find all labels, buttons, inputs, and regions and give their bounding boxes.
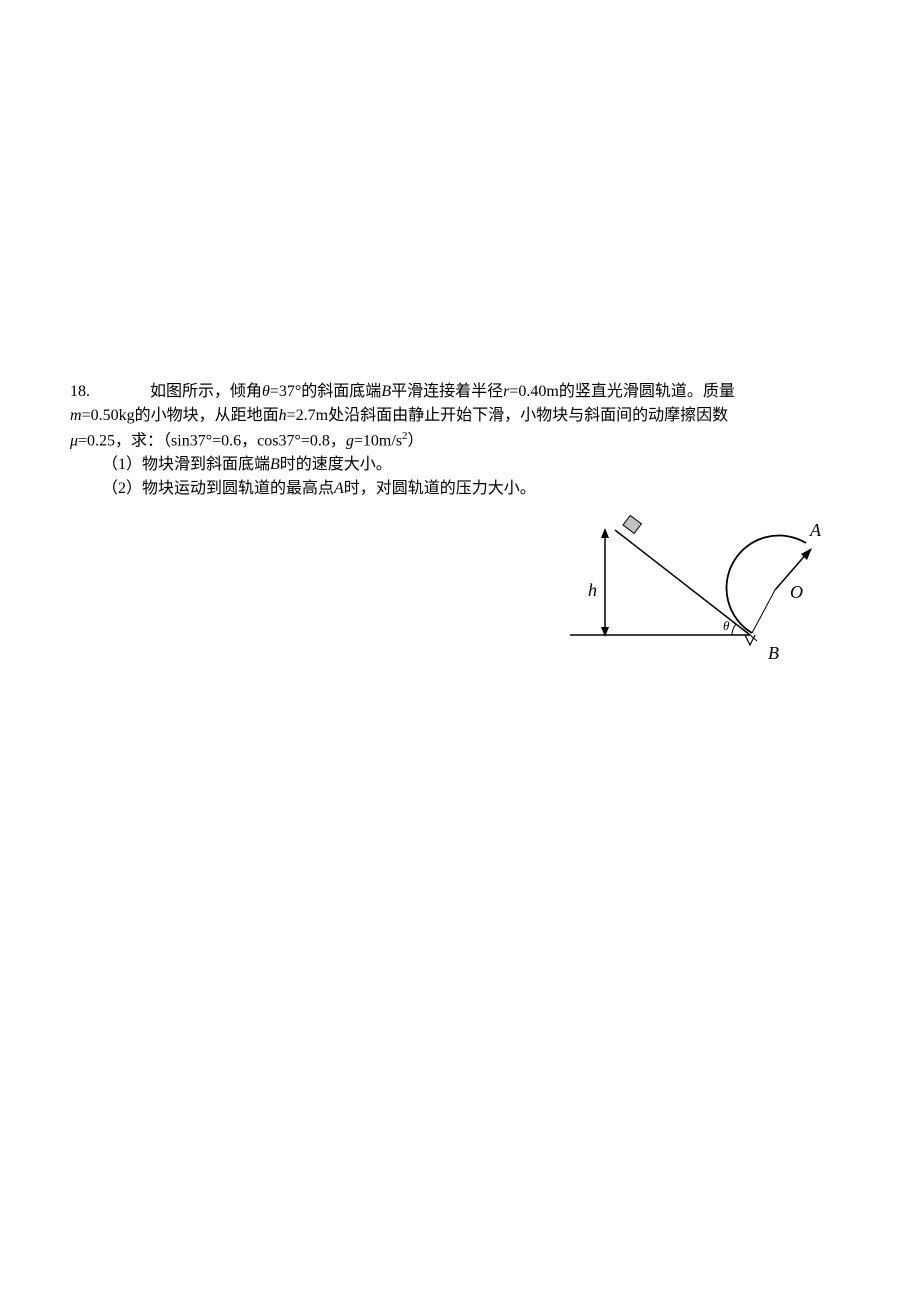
label-theta: θ bbox=[723, 618, 729, 634]
b-marker bbox=[745, 635, 755, 645]
question-2: （2）物块运动到圆轨道的最高点A时，对圆轨道的压力大小。 bbox=[102, 477, 860, 501]
text: ） bbox=[408, 432, 424, 449]
B-symbol: B bbox=[381, 383, 391, 400]
label-h: h bbox=[588, 580, 597, 601]
g-symbol: g bbox=[346, 432, 354, 449]
problem-number: 18. bbox=[70, 380, 150, 404]
text: 时，对圆轨道的压力大小。 bbox=[344, 480, 536, 497]
text: 平滑连接着半径 bbox=[391, 383, 503, 400]
text: =10m/s bbox=[354, 432, 402, 449]
text: =2.7m处沿斜面由静止开始下滑，小物块与斜面间的动摩擦因数 bbox=[287, 407, 728, 424]
block-group bbox=[623, 515, 641, 533]
block bbox=[623, 515, 641, 533]
text: 时的速度大小。 bbox=[280, 456, 392, 473]
mu-symbol: μ bbox=[70, 432, 78, 449]
label-B: B bbox=[768, 643, 779, 664]
height-arrow-top bbox=[601, 528, 609, 538]
incline-line bbox=[615, 530, 750, 635]
problem-line-3: μ=0.25，求：（sin37°=0.6，cos37°=0.8，g=10m/s2… bbox=[70, 428, 860, 453]
problem-container: 18.如图所示，倾角θ=37°的斜面底端B平滑连接着半径r=0.40m的竖直光滑… bbox=[70, 380, 860, 501]
h-symbol: h bbox=[279, 407, 287, 424]
theta-symbol: θ bbox=[262, 383, 270, 400]
text: =37°的斜面底端 bbox=[270, 383, 381, 400]
m-symbol: m bbox=[70, 407, 82, 424]
diagram-svg bbox=[550, 510, 870, 690]
problem-line-2: m=0.50kg的小物块，从距地面h=2.7m处沿斜面由静止开始下滑，小物块与斜… bbox=[70, 404, 860, 428]
physics-diagram: h θ A O B bbox=[550, 510, 870, 690]
text: =0.25，求：（sin37°=0.6，cos37°=0.8， bbox=[78, 432, 346, 449]
text: =0.50kg的小物块，从距地面 bbox=[82, 407, 279, 424]
text: （2）物块运动到圆轨道的最高点 bbox=[102, 480, 334, 497]
label-O: O bbox=[790, 582, 803, 603]
A-symbol: A bbox=[334, 480, 344, 497]
angle-arc bbox=[732, 624, 736, 635]
B-symbol: B bbox=[270, 456, 280, 473]
radius-ob bbox=[752, 590, 775, 633]
problem-line-1: 18.如图所示，倾角θ=37°的斜面底端B平滑连接着半径r=0.40m的竖直光滑… bbox=[70, 380, 860, 404]
question-1: （1）物块滑到斜面底端B时的速度大小。 bbox=[102, 453, 860, 477]
label-A: A bbox=[810, 520, 821, 541]
text: （1）物块滑到斜面底端 bbox=[102, 456, 270, 473]
text: =0.40m的竖直光滑圆轨道。质量 bbox=[509, 383, 734, 400]
text: 如图所示，倾角 bbox=[150, 383, 262, 400]
